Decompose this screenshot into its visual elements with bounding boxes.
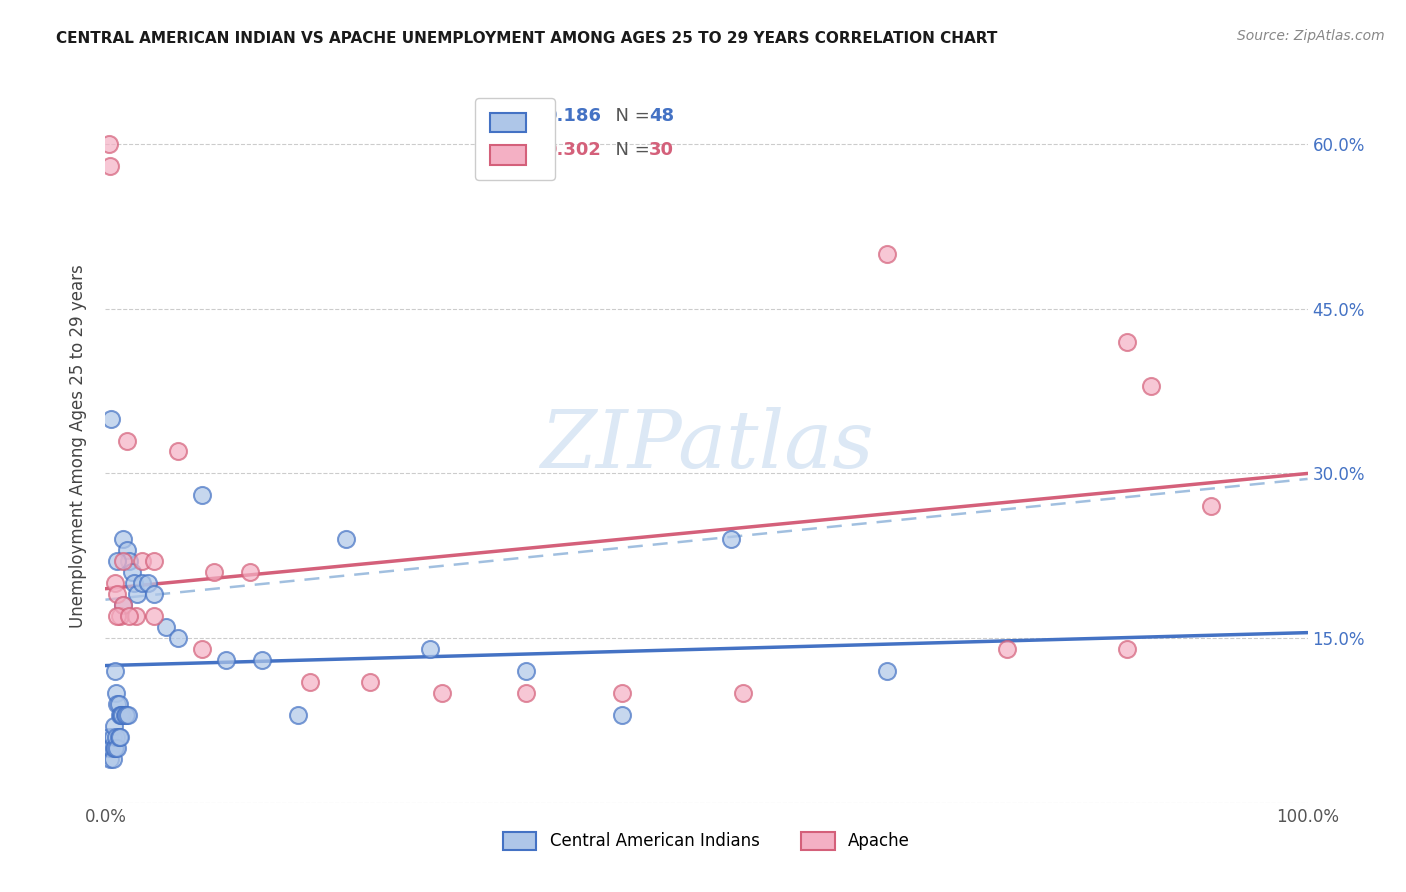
Legend: Central American Indians, Apache: Central American Indians, Apache bbox=[495, 823, 918, 859]
Point bbox=[731, 686, 754, 700]
Point bbox=[131, 554, 153, 568]
Point bbox=[98, 752, 121, 766]
Point bbox=[239, 566, 262, 580]
Point bbox=[98, 740, 121, 755]
Point bbox=[107, 730, 129, 744]
Point bbox=[515, 686, 537, 700]
Point bbox=[115, 434, 138, 448]
Point bbox=[118, 609, 141, 624]
Text: N =: N = bbox=[605, 107, 655, 125]
Point bbox=[1201, 500, 1223, 514]
Text: R =: R = bbox=[508, 141, 547, 159]
Point bbox=[100, 411, 122, 425]
Point bbox=[1116, 334, 1139, 349]
Y-axis label: Unemployment Among Ages 25 to 29 years: Unemployment Among Ages 25 to 29 years bbox=[69, 264, 87, 628]
Point bbox=[112, 598, 135, 612]
Point bbox=[97, 740, 120, 755]
Text: 0.186: 0.186 bbox=[544, 107, 602, 125]
Point bbox=[98, 159, 121, 173]
Point bbox=[107, 554, 129, 568]
Point bbox=[1116, 642, 1139, 657]
Point bbox=[104, 576, 127, 591]
Point bbox=[110, 708, 132, 723]
Point bbox=[112, 533, 135, 547]
Point bbox=[166, 631, 188, 645]
Point bbox=[117, 708, 139, 723]
Point bbox=[107, 740, 129, 755]
Point bbox=[101, 752, 124, 766]
Point bbox=[100, 740, 122, 755]
Point bbox=[166, 444, 188, 458]
Point bbox=[111, 708, 134, 723]
Point bbox=[250, 653, 273, 667]
Text: R =: R = bbox=[508, 107, 547, 125]
Point bbox=[190, 642, 212, 657]
Point bbox=[108, 708, 131, 723]
Point bbox=[107, 609, 129, 624]
Point bbox=[419, 642, 441, 657]
Point bbox=[124, 609, 146, 624]
Point bbox=[112, 598, 135, 612]
Point bbox=[107, 697, 129, 711]
Point bbox=[115, 708, 138, 723]
Point bbox=[108, 609, 131, 624]
Text: ZIPatlas: ZIPatlas bbox=[540, 408, 873, 484]
Point bbox=[155, 620, 177, 634]
Point bbox=[125, 587, 148, 601]
Point bbox=[98, 730, 121, 744]
Point bbox=[142, 587, 165, 601]
Text: 30: 30 bbox=[648, 141, 673, 159]
Point bbox=[104, 740, 127, 755]
Point bbox=[287, 708, 309, 723]
Point bbox=[298, 675, 321, 690]
Point bbox=[202, 566, 225, 580]
Point bbox=[612, 686, 634, 700]
Point bbox=[124, 576, 146, 591]
Point bbox=[430, 686, 453, 700]
Point bbox=[612, 708, 634, 723]
Point bbox=[104, 664, 127, 678]
Point bbox=[98, 137, 121, 152]
Text: CENTRAL AMERICAN INDIAN VS APACHE UNEMPLOYMENT AMONG AGES 25 TO 29 YEARS CORRELA: CENTRAL AMERICAN INDIAN VS APACHE UNEMPL… bbox=[56, 31, 998, 46]
Point bbox=[115, 543, 138, 558]
Point bbox=[101, 730, 124, 744]
Point bbox=[108, 730, 131, 744]
Point bbox=[121, 566, 143, 580]
Text: 0.302: 0.302 bbox=[544, 141, 602, 159]
Point bbox=[103, 719, 125, 733]
Point bbox=[515, 664, 537, 678]
Point bbox=[105, 686, 128, 700]
Point bbox=[190, 488, 212, 502]
Point bbox=[142, 609, 165, 624]
Point bbox=[720, 533, 742, 547]
Point bbox=[136, 576, 159, 591]
Point bbox=[107, 697, 129, 711]
Point bbox=[114, 708, 136, 723]
Text: 48: 48 bbox=[648, 107, 673, 125]
Point bbox=[105, 730, 128, 744]
Point bbox=[214, 653, 236, 667]
Point bbox=[1140, 378, 1163, 392]
Point bbox=[142, 554, 165, 568]
Point bbox=[876, 247, 898, 261]
Text: Source: ZipAtlas.com: Source: ZipAtlas.com bbox=[1237, 29, 1385, 43]
Point bbox=[876, 664, 898, 678]
Point bbox=[131, 576, 153, 591]
Point bbox=[103, 740, 125, 755]
Point bbox=[995, 642, 1018, 657]
Text: N =: N = bbox=[605, 141, 655, 159]
Point bbox=[335, 533, 357, 547]
Point bbox=[107, 587, 129, 601]
Point bbox=[112, 554, 135, 568]
Point bbox=[118, 554, 141, 568]
Point bbox=[359, 675, 381, 690]
